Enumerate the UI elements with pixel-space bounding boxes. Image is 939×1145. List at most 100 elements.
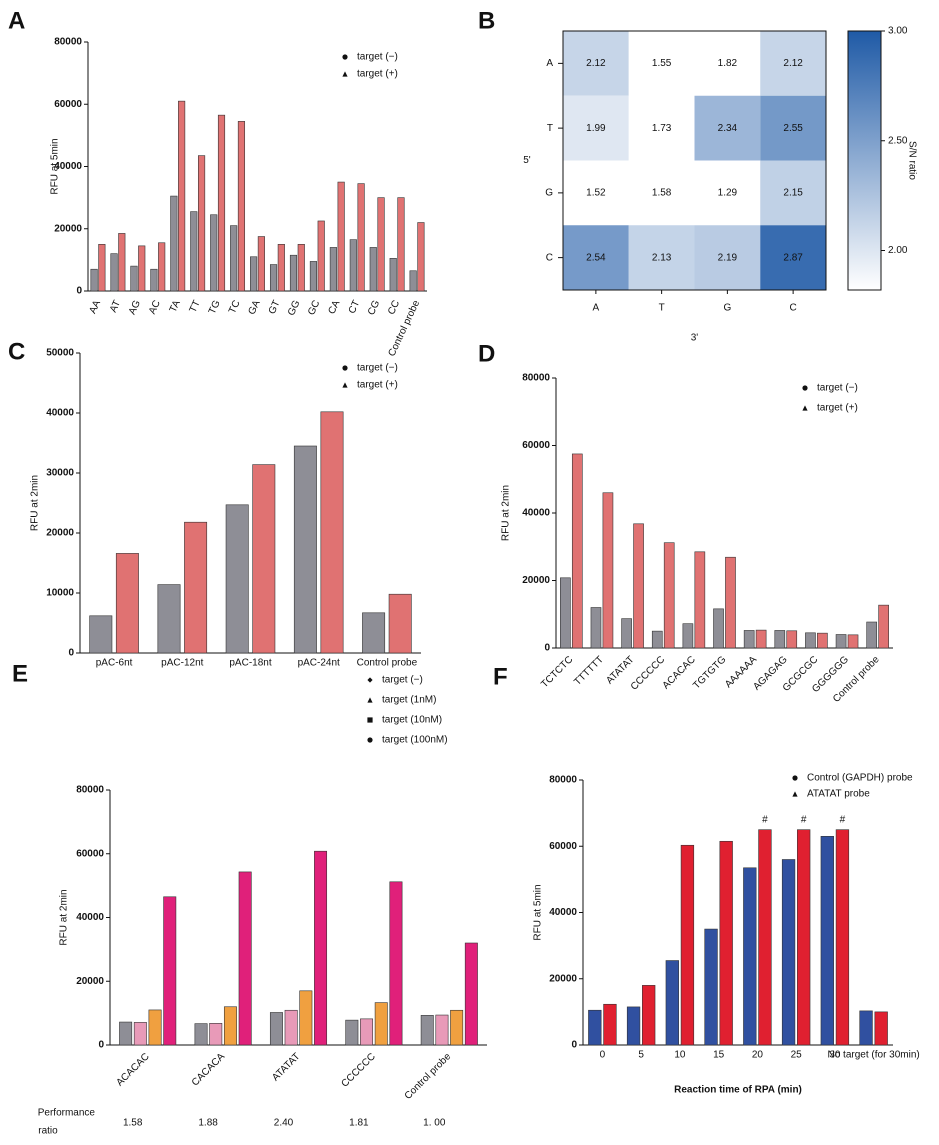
x-tick-label: CA: [327, 298, 343, 316]
legend-marker: [367, 737, 373, 743]
y-tick-label: 80000: [76, 785, 104, 796]
bar: [178, 100, 186, 292]
bar: [320, 411, 344, 654]
bar: [119, 1021, 133, 1046]
legend-label: target (−): [817, 383, 858, 394]
bar: [374, 1002, 388, 1046]
legend-label: target (−): [382, 675, 423, 686]
y-tick-label: 40000: [54, 161, 82, 172]
y-tick-label: 60000: [522, 440, 550, 451]
bar: [878, 604, 889, 649]
x-axis-label: 3': [691, 333, 699, 344]
x-tick-label: CACACA: [190, 1051, 227, 1088]
heatmap-cell: [760, 31, 826, 96]
y-tick-label: 20000: [76, 976, 104, 987]
bar: [197, 155, 206, 292]
bar: [163, 896, 177, 1046]
bar: [252, 464, 276, 654]
x-tick-label: 15: [713, 1050, 725, 1061]
x-axis-label: Reaction time of RPA (min): [674, 1085, 802, 1096]
y-tick-label: 10000: [46, 588, 74, 599]
bar: [89, 615, 113, 654]
cell-label: 2.15: [783, 188, 803, 199]
panel-letter: E: [12, 660, 28, 687]
legend-label: Control (GAPDH) probe: [807, 773, 913, 784]
x-tick-label: A: [593, 303, 600, 314]
cell-label: 1.52: [586, 188, 606, 199]
legend-label: target (−): [357, 363, 398, 374]
bar: [435, 1014, 449, 1046]
legend-marker: [342, 382, 348, 388]
y-tick-label: 40000: [522, 508, 550, 519]
bar: [337, 181, 345, 292]
legend-label: target (+): [357, 69, 398, 80]
legend-marker: [367, 717, 373, 723]
x-tick-label: 5: [638, 1050, 644, 1061]
x-tick-label: T: [659, 303, 665, 314]
y-axis-label: 5': [523, 155, 531, 166]
heatmap-cell: [694, 95, 761, 161]
y-axis-label: RFU at 5min: [533, 884, 544, 940]
bar: [464, 942, 478, 1046]
bar: [680, 844, 695, 1046]
bar: [377, 197, 385, 292]
heatmap-cell: [694, 160, 761, 226]
legend-marker: [342, 71, 348, 77]
y-tick-label: C: [546, 252, 553, 263]
y-axis-label: RFU at 5min: [50, 138, 61, 194]
panel-letter: D: [478, 340, 495, 367]
panel-letter: B: [478, 7, 495, 34]
x-tick-label: TT: [188, 299, 203, 315]
x-tick-label: pAC-18nt: [229, 658, 271, 669]
bar: [90, 268, 98, 292]
x-tick-label: AG: [127, 299, 143, 317]
x-tick-label: CCCCCC: [339, 1051, 377, 1089]
bar: [774, 630, 786, 649]
panel-letter: F: [493, 663, 508, 690]
x-tick-label: TCTCTC: [539, 654, 575, 690]
bar: [590, 607, 602, 649]
x-tick-label: CG: [366, 299, 382, 317]
bar: [223, 1006, 237, 1046]
bar: [115, 553, 139, 654]
bar: [148, 1009, 162, 1046]
bar: [130, 265, 138, 292]
y-tick-label: T: [547, 123, 553, 134]
legend-marker: [792, 791, 798, 797]
bar: [349, 239, 357, 292]
x-tick-label: AC: [147, 299, 163, 316]
bar: [665, 960, 679, 1046]
x-tick-label: CC: [386, 299, 402, 317]
panel-letter: A: [8, 7, 25, 34]
bar: [713, 608, 724, 649]
bar: [184, 521, 208, 654]
colorbar: [847, 30, 882, 291]
bar: [642, 985, 656, 1046]
legend-marker: [342, 365, 348, 371]
y-tick-label: 30000: [46, 468, 74, 479]
bar: [704, 928, 718, 1046]
heatmap-cell: [628, 31, 695, 96]
cell-label: 1.73: [652, 123, 672, 134]
bar: [820, 836, 834, 1046]
x-tick-label: TTTTTT: [572, 654, 606, 688]
y-tick-label: 40000: [76, 912, 104, 923]
bar: [835, 829, 850, 1046]
bar: [250, 256, 258, 292]
bar: [284, 1009, 298, 1046]
y-tick-label: 0: [544, 643, 550, 654]
bar: [157, 584, 181, 654]
legend-label: target (10nM): [382, 715, 442, 726]
x-tick-label: 25: [791, 1050, 803, 1061]
bar: [297, 244, 305, 292]
heatmap-cell: [628, 160, 695, 226]
cell-label: 1.55: [652, 58, 672, 69]
y-tick-label: 40000: [549, 907, 577, 918]
bar: [289, 254, 298, 292]
bar: [786, 630, 798, 649]
panel-letter: C: [8, 338, 25, 365]
bar: [238, 871, 252, 1046]
y-tick-label: 80000: [549, 775, 577, 786]
x-tick-label: AA: [87, 298, 103, 315]
x-tick-label: 10: [674, 1050, 686, 1061]
